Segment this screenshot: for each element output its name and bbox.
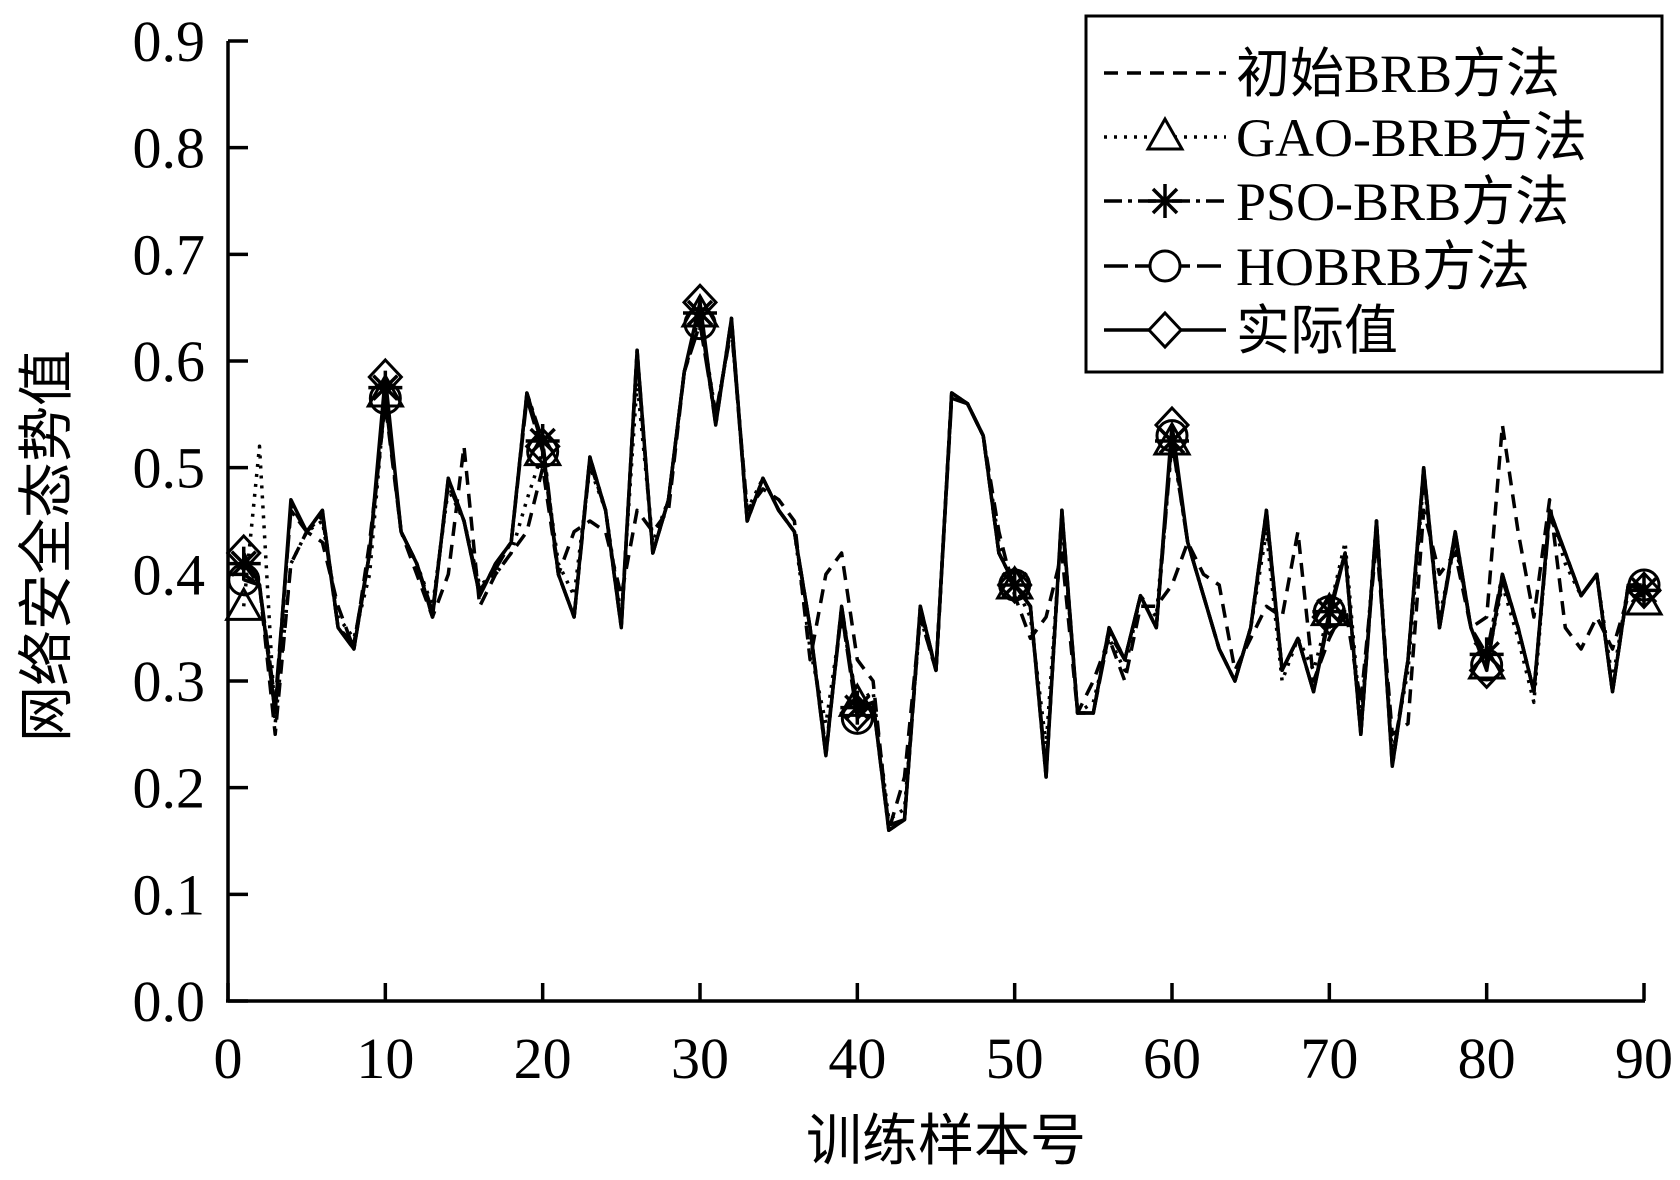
x-tick-label: 60 (1143, 1026, 1201, 1091)
x-tick-label: 50 (986, 1026, 1044, 1091)
marker-actual-20 (524, 427, 561, 466)
marker-layer (224, 283, 1664, 735)
marker-actual-80 (1468, 651, 1505, 690)
y-axis-title: 网络安全态势值 (17, 350, 79, 742)
x-tick-label: 40 (828, 1026, 886, 1091)
series-layer (241, 300, 1646, 833)
y-tick-label: 0.6 (133, 329, 206, 394)
x-tick-label: 70 (1300, 1026, 1358, 1091)
y-tick-label: 0.9 (133, 9, 206, 74)
marker-hobrb-70 (1312, 595, 1346, 629)
marker-hobrb-40 (840, 701, 874, 735)
tick-layer: 0.0 0.1 0.2 0.3 0.4 0.5 0.6 0.7 0.8 0.9 0 10 20 30 40 5… (133, 9, 1674, 1091)
marker-actual-10 (367, 357, 404, 397)
legend-entry-actual: 实际值 (1104, 301, 1398, 361)
x-tick-label: 90 (1615, 1026, 1673, 1091)
legend-box (1084, 14, 1664, 374)
legend-label-gao-brb: GAO-BRB方法 (1236, 108, 1587, 168)
marker-hobrb-20 (526, 435, 560, 469)
legend-label-hobrb: HOBRB方法 (1236, 237, 1530, 297)
x-tick-label: 10 (356, 1026, 414, 1091)
marker-actual-1 (225, 533, 262, 573)
x-axis-title: 训练样本号 (806, 1111, 1086, 1173)
y-tick-label: 0.3 (133, 649, 206, 714)
marker-hobrb-30 (683, 307, 717, 341)
y-tick-label: 0.1 (133, 862, 206, 927)
legend-marker-asterisk-icon (1148, 184, 1182, 218)
legend-entry-initial-brb: 初始BRB方法 (1104, 44, 1560, 104)
marker-hobrb-90 (1627, 568, 1661, 602)
legend-label-initial-brb: 初始BRB方法 (1236, 44, 1560, 104)
y-tick-label: 0.7 (133, 222, 206, 287)
legend-entry-gao-brb: GAO-BRB方法 (1104, 108, 1587, 168)
x-tick-label: 0 (214, 1026, 243, 1091)
series-line-actual (242, 300, 1645, 833)
marker-actual-50 (996, 565, 1033, 605)
marker-hobrb-80 (1470, 648, 1504, 682)
y-tick-label: 0.0 (133, 969, 206, 1034)
marker-actual-90 (1625, 571, 1663, 610)
marker-hobrb-60 (1155, 419, 1189, 453)
marker-actual-60 (1153, 405, 1191, 445)
marker-hobrb-10 (368, 381, 402, 415)
legend-marker-circle-icon (1148, 249, 1182, 283)
marker-pso-brb-50 (997, 568, 1032, 602)
y-tick-label: 0.4 (133, 542, 206, 607)
legend-label-pso-brb: PSO-BRB方法 (1236, 172, 1569, 232)
marker-actual-40 (839, 693, 876, 733)
marker-actual-30 (681, 283, 719, 322)
y-tick-label: 0.2 (133, 756, 206, 821)
legend-marker-triangle-icon (1145, 115, 1185, 151)
x-tick-label: 30 (671, 1026, 729, 1091)
marker-gao-brb-1 (224, 586, 264, 621)
legend: 初始BRB方法 GAO-BRB方法 PSO-BRB方法 HOBRB方法 (1084, 14, 1664, 374)
axes (226, 41, 1645, 1003)
y-tick-label: 0.5 (133, 436, 206, 501)
legend-label-actual: 实际值 (1236, 301, 1398, 361)
y-tick-label: 0.8 (133, 116, 206, 181)
x-tick-label: 80 (1458, 1026, 1516, 1091)
x-tick-label: 20 (514, 1026, 572, 1091)
marker-gao-brb-10 (365, 372, 405, 408)
legend-entry-pso-brb: PSO-BRB方法 (1104, 172, 1569, 232)
legend-marker-diamond-icon (1146, 310, 1184, 350)
legend-entry-hobrb: HOBRB方法 (1104, 237, 1530, 297)
marker-actual-70 (1311, 597, 1348, 637)
